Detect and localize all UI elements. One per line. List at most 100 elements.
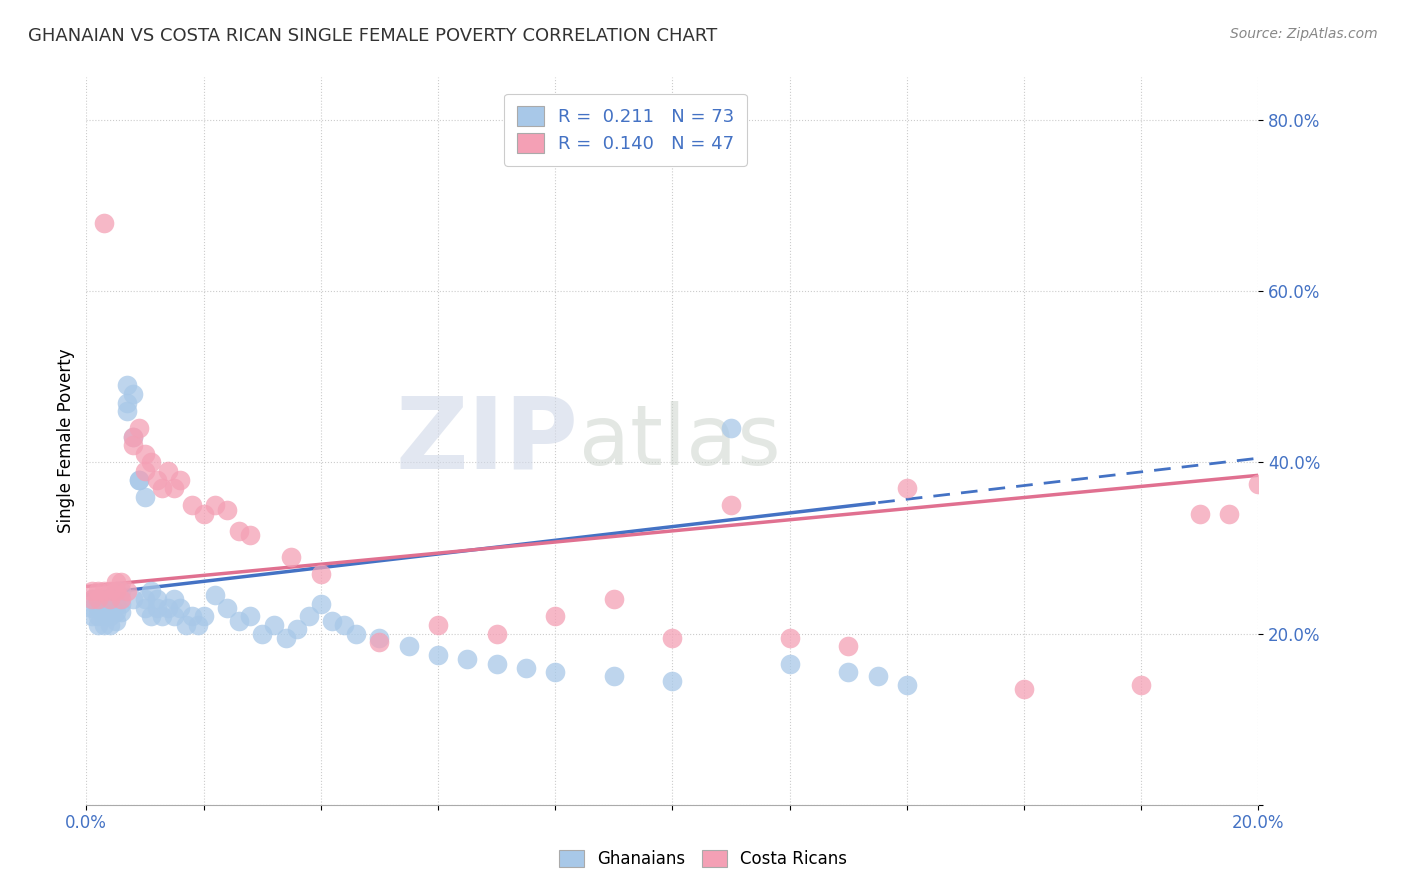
Point	[661, 631, 683, 645]
Point	[163, 592, 186, 607]
Point	[163, 609, 186, 624]
Point	[87, 609, 110, 624]
Point	[309, 566, 332, 581]
Point	[661, 673, 683, 688]
Point	[87, 583, 110, 598]
Point	[333, 618, 356, 632]
Point	[145, 600, 167, 615]
Point	[163, 481, 186, 495]
Point	[104, 605, 127, 619]
Point	[515, 661, 537, 675]
Point	[157, 464, 180, 478]
Point	[122, 430, 145, 444]
Point	[152, 481, 174, 495]
Point	[122, 438, 145, 452]
Point	[117, 378, 139, 392]
Point	[82, 592, 104, 607]
Point	[837, 640, 859, 654]
Point	[398, 640, 420, 654]
Y-axis label: Single Female Poverty: Single Female Poverty	[58, 349, 75, 533]
Point	[228, 614, 250, 628]
Point	[145, 592, 167, 607]
Point	[93, 600, 115, 615]
Point	[174, 618, 197, 632]
Point	[544, 609, 567, 624]
Point	[117, 583, 139, 598]
Point	[837, 665, 859, 679]
Point	[779, 657, 801, 671]
Point	[139, 455, 162, 469]
Point	[193, 609, 215, 624]
Point	[98, 600, 121, 615]
Point	[215, 502, 238, 516]
Point	[98, 609, 121, 624]
Point	[82, 600, 104, 615]
Point	[104, 614, 127, 628]
Point	[87, 592, 110, 607]
Point	[298, 609, 321, 624]
Point	[87, 618, 110, 632]
Point	[110, 583, 132, 598]
Point	[128, 473, 150, 487]
Point	[87, 592, 110, 607]
Point	[426, 648, 449, 662]
Point	[309, 597, 332, 611]
Point	[93, 216, 115, 230]
Point	[82, 592, 104, 607]
Point	[93, 609, 115, 624]
Point	[128, 421, 150, 435]
Point	[603, 592, 626, 607]
Point	[98, 583, 121, 598]
Point	[250, 626, 273, 640]
Point	[239, 528, 262, 542]
Point	[187, 618, 209, 632]
Point	[93, 618, 115, 632]
Point	[93, 592, 115, 607]
Point	[180, 609, 202, 624]
Point	[285, 622, 308, 636]
Point	[779, 631, 801, 645]
Point	[228, 524, 250, 538]
Point	[896, 678, 918, 692]
Point	[896, 481, 918, 495]
Point	[368, 631, 391, 645]
Point	[456, 652, 478, 666]
Point	[145, 473, 167, 487]
Point	[134, 600, 156, 615]
Point	[134, 592, 156, 607]
Point	[485, 626, 508, 640]
Point	[866, 669, 889, 683]
Point	[110, 592, 132, 607]
Point	[110, 605, 132, 619]
Point	[134, 464, 156, 478]
Text: atlas: atlas	[579, 401, 780, 482]
Legend: Ghanaians, Costa Ricans: Ghanaians, Costa Ricans	[553, 843, 853, 875]
Point	[87, 600, 110, 615]
Point	[263, 618, 285, 632]
Text: Source: ZipAtlas.com: Source: ZipAtlas.com	[1230, 27, 1378, 41]
Point	[128, 473, 150, 487]
Text: GHANAIAN VS COSTA RICAN SINGLE FEMALE POVERTY CORRELATION CHART: GHANAIAN VS COSTA RICAN SINGLE FEMALE PO…	[28, 27, 717, 45]
Point	[98, 592, 121, 607]
Point	[544, 665, 567, 679]
Point	[274, 631, 297, 645]
Point	[134, 447, 156, 461]
Point	[139, 609, 162, 624]
Point	[344, 626, 367, 640]
Point	[110, 575, 132, 590]
Point	[603, 669, 626, 683]
Point	[1188, 507, 1211, 521]
Point	[1012, 682, 1035, 697]
Point	[204, 498, 226, 512]
Point	[169, 473, 191, 487]
Point	[1247, 476, 1270, 491]
Point	[169, 600, 191, 615]
Point	[157, 600, 180, 615]
Point	[122, 430, 145, 444]
Point	[720, 421, 742, 435]
Point	[321, 614, 343, 628]
Point	[117, 404, 139, 418]
Point	[152, 609, 174, 624]
Point	[98, 592, 121, 607]
Point	[104, 575, 127, 590]
